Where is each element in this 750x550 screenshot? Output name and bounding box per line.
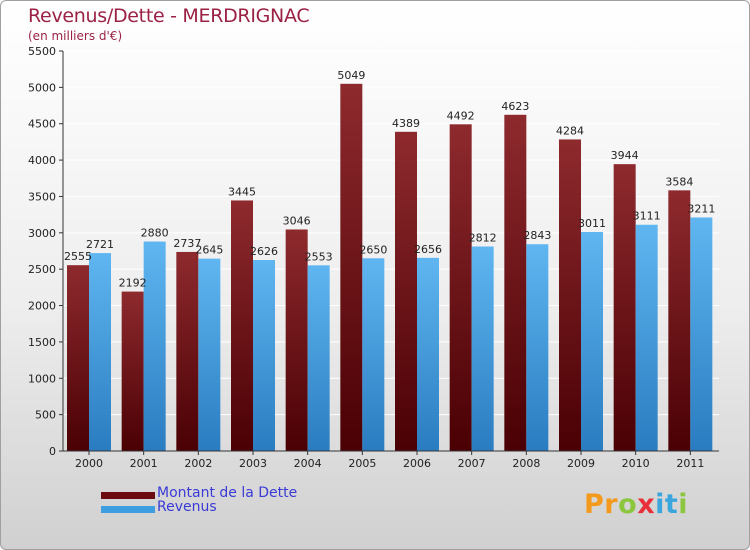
data-label-revenus: 2645: [195, 244, 223, 257]
chart-title: Revenus/Dette - MERDRIGNAC: [28, 5, 310, 27]
bar-revenus: [253, 260, 275, 451]
legend-label-dette: Montant de la Dette: [157, 485, 298, 501]
bar-revenus: [89, 253, 111, 451]
data-label-dette: 4284: [556, 124, 584, 137]
legend-label-revenus: Revenus: [157, 499, 217, 515]
logo-letter: i: [678, 489, 689, 520]
y-tick-label: 2500: [28, 263, 56, 276]
bar-revenus: [526, 244, 549, 451]
y-tick-label: 2000: [28, 300, 56, 313]
bar-dette: [449, 124, 472, 452]
y-tick-label: 3500: [28, 190, 56, 203]
data-label-revenus: 2553: [305, 250, 333, 263]
bar-dette: [231, 200, 253, 451]
bar-dette: [176, 251, 199, 451]
legend-swatch-dette: [101, 492, 155, 499]
axes: [62, 51, 719, 452]
data-label-dette: 4389: [392, 117, 420, 130]
chart-subtitle: (en milliers d'€): [28, 29, 123, 43]
grid-lines: [63, 50, 719, 452]
data-label-dette: 3584: [665, 175, 693, 188]
bar-revenus: [362, 258, 385, 451]
bar-dette: [504, 114, 527, 452]
bar-dette: [121, 291, 144, 451]
data-label-dette: 4492: [447, 109, 475, 122]
data-label-revenus: 2880: [141, 227, 169, 240]
bar-revenus: [581, 232, 603, 451]
y-tick-label: 0: [49, 445, 56, 458]
logo-letter: x: [637, 489, 656, 520]
data-label-dette: 4623: [501, 100, 529, 113]
data-label-revenus: 2721: [86, 238, 114, 251]
data-label-revenus: 2626: [250, 245, 278, 258]
y-tick-label: 4500: [28, 118, 56, 131]
x-tick-label: 2005: [348, 457, 376, 470]
x-axis-ticks: 2000 2001 2002 2003 2004 2005 2006 2007 2008 2009…: [75, 451, 704, 470]
data-label-revenus: 2656: [414, 243, 442, 256]
x-tick-label: 2001: [130, 457, 158, 470]
bar-dette: [559, 139, 581, 451]
y-tick-label: 5500: [28, 45, 56, 58]
logo-letter: P: [584, 489, 605, 520]
data-label-dette: 3445: [228, 185, 256, 198]
data-label-revenus: 3111: [633, 210, 661, 223]
bar-revenus: [307, 265, 330, 451]
x-tick-label: 2002: [184, 457, 212, 470]
bar-dette: [340, 83, 363, 452]
bars: [67, 83, 713, 452]
x-tick-label: 2007: [458, 457, 486, 470]
x-tick-label: 2006: [403, 457, 431, 470]
data-label-dette: 2555: [64, 250, 92, 263]
bar-dette: [285, 229, 308, 451]
logo-letter: o: [618, 489, 638, 520]
data-label-dette: 3046: [283, 214, 311, 227]
bar-revenus: [471, 246, 494, 451]
x-tick-label: 2010: [622, 457, 650, 470]
bar-revenus: [417, 257, 439, 451]
x-tick-label: 2003: [239, 457, 267, 470]
x-tick-label: 2009: [567, 457, 595, 470]
y-tick-label: 3000: [28, 227, 56, 240]
x-tick-label: 2004: [294, 457, 322, 470]
y-tick-label: 1000: [28, 372, 56, 385]
bar-dette: [613, 164, 636, 451]
data-label-dette: 2192: [119, 277, 147, 290]
bar-revenus: [635, 224, 658, 451]
y-axis-ticks: 0 500 1000 1500 2000 2500 3000 3500 4000 4500 5000…: [28, 45, 63, 458]
logo-letter: r: [604, 489, 619, 520]
logo-letter: i: [655, 489, 665, 520]
data-label-dette: 3944: [611, 149, 639, 162]
data-label-dette: 5049: [337, 69, 365, 82]
bar-dette: [395, 131, 417, 452]
bar-dette: [668, 190, 691, 451]
legend-swatch-revenus: [101, 506, 155, 513]
y-tick-label: 4000: [28, 154, 56, 167]
data-label-revenus: 3011: [578, 217, 606, 230]
y-tick-label: 1500: [28, 336, 56, 349]
bar-revenus: [198, 258, 221, 451]
logo-letter: t: [664, 489, 679, 520]
y-tick-label: 5000: [28, 81, 56, 94]
bar-dette: [67, 265, 89, 451]
data-label-dette: 2737: [173, 237, 201, 250]
x-tick-label: 2008: [512, 457, 540, 470]
data-label-revenus: 2812: [469, 231, 497, 244]
data-label-revenus: 2843: [523, 229, 551, 242]
x-tick-label: 2011: [676, 457, 704, 470]
y-tick-label: 500: [35, 409, 56, 422]
bar-revenus: [690, 217, 713, 451]
bar-revenus: [143, 241, 166, 451]
proxiti-logo: Proxiti: [584, 489, 688, 520]
data-label-revenus: 3211: [687, 202, 715, 215]
data-label-revenus: 2650: [359, 243, 387, 256]
x-tick-label: 2000: [75, 457, 103, 470]
